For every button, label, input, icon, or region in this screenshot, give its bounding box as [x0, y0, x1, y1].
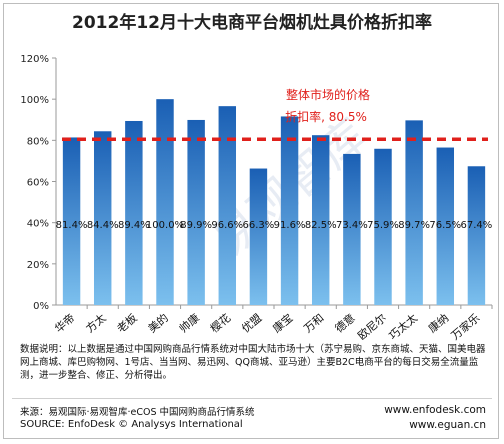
x-tick-label: 优盟 — [239, 311, 264, 335]
site-link-eguan[interactable]: www.eguan.cn — [409, 419, 486, 431]
bar — [280, 116, 299, 305]
bar — [467, 166, 486, 305]
bar-value-label: 76.5% — [429, 220, 461, 231]
bar-value-label: 84.4% — [87, 220, 119, 231]
x-tick-label: 巧太太 — [386, 311, 420, 342]
bar-value-label: 89.7% — [398, 220, 430, 231]
bars: 81.4% 84.4% 89.4%100.0%89.9% 96.6% 66.3% 91.6… — [56, 99, 493, 306]
bar-value-label: 89.9% — [180, 220, 212, 231]
reference-line-value-label: 折扣率, 80.5% — [285, 109, 367, 124]
x-tick-label: 华帝 — [52, 311, 78, 336]
bar — [311, 135, 330, 305]
bar-value-label: 100.0% — [146, 220, 184, 231]
bar — [405, 120, 423, 306]
bar-value-label: 81.4% — [56, 220, 88, 231]
bar-value-label: 82.5% — [305, 220, 337, 231]
bar — [93, 131, 112, 305]
source-cn: 来源：易观国际·易观智库·eCOS 中国网购商品行情系统 — [20, 407, 255, 418]
chart-title: 2012年12月十大电商平台烟机灶具价格折扣率 — [72, 13, 432, 33]
bar — [218, 106, 237, 305]
bar — [374, 148, 392, 305]
bar — [343, 153, 361, 305]
bar-value-label: 96.6% — [211, 220, 243, 231]
x-tick-label: 康纳 — [425, 311, 451, 336]
x-tick-label: 樱花 — [208, 311, 233, 335]
bar-value-label: 66.3% — [243, 220, 275, 231]
x-tick-label: 万家乐 — [448, 311, 482, 343]
y-tick-label: 0% — [33, 301, 49, 312]
bar-value-label: 91.6% — [274, 220, 306, 231]
y-tick-label: 60% — [27, 178, 49, 189]
bar — [156, 99, 174, 306]
bar-value-label: 75.9% — [367, 220, 399, 231]
bar — [249, 168, 268, 305]
bar — [187, 119, 205, 305]
x-tick-label: 美的 — [145, 311, 171, 336]
y-tick-label: 120% — [20, 54, 49, 65]
y-tick-label: 80% — [27, 136, 49, 147]
footer-divider — [12, 398, 492, 399]
x-tick-label: 德意 — [332, 311, 358, 336]
source-en: SOURCE: EnfoDesk © Analysys Internationa… — [20, 419, 243, 430]
x-tick-label: 欧尼尔 — [355, 311, 389, 342]
data-note: 数据说明：以上数据是通过中国网购商品行情系统对中国大陆市场十大（苏宁易购、京东商… — [20, 344, 486, 381]
bar — [436, 147, 455, 305]
bar-value-label: 73.4% — [336, 220, 368, 231]
y-tick-label: 40% — [27, 219, 49, 230]
x-tick-label: 帅康 — [176, 311, 202, 336]
site-link-enfodesk[interactable]: www.enfodesk.com — [384, 404, 486, 416]
y-tick-label: 20% — [27, 260, 49, 271]
x-tick-label: 康宝 — [270, 311, 296, 336]
reference-line-label: 整体市场的价格 — [286, 87, 370, 102]
bar-value-label: 67.4% — [461, 220, 493, 231]
bar-value-label: 89.4% — [118, 220, 150, 231]
y-tick-label: 100% — [20, 95, 49, 106]
bar — [62, 137, 81, 305]
x-tick-label: 方太 — [83, 311, 109, 336]
bar — [125, 120, 143, 305]
x-tick-label: 老板 — [114, 311, 140, 336]
x-tick-label: 万和 — [301, 311, 326, 335]
